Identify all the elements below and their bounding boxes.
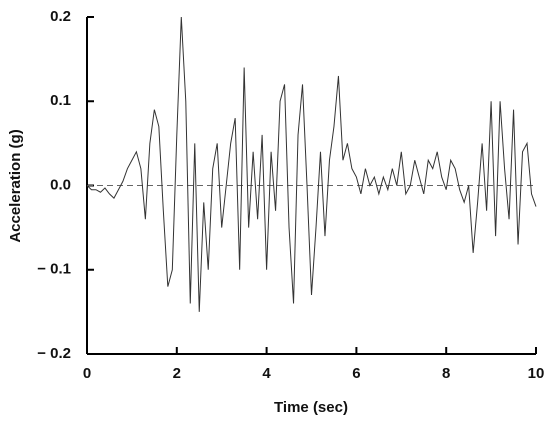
x-tick-label: 10	[528, 365, 545, 382]
x-tick-label: 4	[262, 365, 271, 382]
x-tick-label: 2	[173, 365, 181, 382]
y-tick-label: 0.0	[50, 176, 71, 193]
y-tick-label: − 0.2	[37, 345, 71, 362]
y-tick-label: − 0.1	[37, 261, 71, 278]
y-axis-label: Acceleration (g)	[7, 129, 24, 242]
y-tick-label: 0.2	[50, 8, 71, 25]
x-axis-label: Time (sec)	[274, 399, 348, 416]
x-tick-label: 6	[352, 365, 360, 382]
x-tick-label: 8	[442, 365, 450, 382]
data-line	[86, 16, 537, 312]
x-tick-label: 0	[83, 365, 91, 382]
y-tick-label: 0.1	[50, 92, 71, 109]
